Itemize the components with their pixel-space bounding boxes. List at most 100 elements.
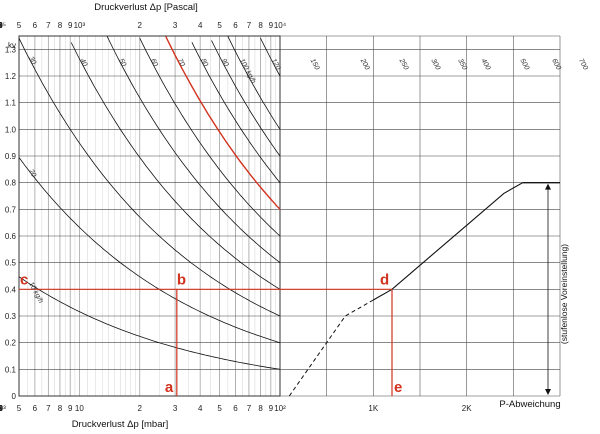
y-tick-label: 1.3 (5, 45, 17, 54)
y-tick-label: 0.4 (5, 285, 17, 294)
bottom-tick-label: 2 (0, 404, 3, 413)
top-tick-label: 7 (46, 21, 51, 30)
top-tick-label: 6 (233, 21, 238, 30)
arrow-head-down-icon (545, 389, 551, 395)
top-tick-label: 2 (0, 21, 3, 30)
top-tick-label: 9 (68, 21, 73, 30)
y-tick-label: 1.0 (5, 125, 17, 134)
flow-curve (227, 36, 281, 130)
flow-curve-label: 250 (397, 57, 409, 72)
top-tick-label: 8 (58, 21, 63, 30)
flow-curves (18, 36, 281, 370)
flow-curve-label: 80 (199, 58, 209, 68)
flow-curve-label: 700 (577, 58, 589, 72)
bottom-tick-label: 3 (0, 404, 3, 413)
bottom-tick-label: 7 (0, 404, 3, 413)
y-tick-label: 0.9 (5, 152, 17, 161)
bottom-tick-label: 5 (0, 404, 3, 413)
highlighted-flow-curve (165, 36, 281, 210)
y-tick-label: 0.8 (5, 179, 17, 188)
flow-curve-label: 300 (429, 58, 441, 72)
example-construction: a b c d e (19, 271, 402, 396)
bottom-tick-label: 3 (173, 404, 178, 413)
bottom-tick-label: 8 (58, 404, 63, 413)
y-tick-label: 0.3 (5, 312, 17, 321)
y-tick-label: 0.5 (5, 259, 17, 268)
bottom-tick-label: 5 (17, 404, 22, 413)
bottom-tick-label: 8 (258, 404, 263, 413)
flow-curve-label: 100 kg/h (238, 58, 257, 85)
top-tick-label: 10⁴ (274, 21, 287, 30)
flow-curve (18, 157, 281, 344)
y-axis-label: kv (8, 41, 16, 50)
y-tick-label: 1.2 (5, 72, 17, 81)
top-tick-label: 9 (0, 21, 3, 30)
bottom-tick-label: 6 (0, 404, 3, 413)
chart-border (18, 35, 281, 397)
top-tick-label: 5 (0, 21, 3, 30)
top-tick-label: 7 (0, 21, 3, 30)
y-tick-label: 1.1 (5, 99, 17, 108)
bottom-axis-title: Druckverlust Δp [mbar] (72, 419, 169, 430)
flow-curve-label: 150 (309, 58, 321, 72)
top-tick-label: 6 (0, 21, 3, 30)
right-axis-title: P-Abweichung (499, 399, 560, 410)
y-tick-label: 0 (12, 392, 17, 401)
flow-curve-label: 400 (480, 58, 492, 72)
flow-curve-label: 600 (550, 58, 562, 72)
marker-d: d (380, 271, 389, 288)
bottom-tick-label: 8 (0, 404, 3, 413)
flow-curve-label: 70 (176, 58, 186, 68)
top-tick-label: 3 (173, 21, 178, 30)
bottom-tick-label: 10² (274, 404, 286, 413)
top-tick-label: 9 (269, 21, 274, 30)
flow-curve (18, 38, 281, 317)
chart-grid (18, 35, 561, 397)
bottom-tick-label: 10³ (0, 404, 6, 413)
flow-curve-label: 60 (149, 58, 159, 68)
top-tick-label: 7 (247, 21, 252, 30)
flow-curve-label: 10 kg/h (27, 281, 44, 305)
deviation-curve-dashed (288, 299, 374, 397)
marker-e: e (394, 379, 402, 396)
top-tick-label: 10⁵ (0, 21, 6, 30)
flow-curve (211, 40, 281, 157)
top-tick-label: 4 (0, 21, 3, 30)
flow-curve-label: 200 (358, 57, 370, 72)
marker-c: c (20, 271, 28, 288)
y-tick-label: 0.2 (5, 339, 17, 348)
flow-curve (191, 42, 281, 183)
top-axis-title: Druckverlust Δp [Pascal] (94, 2, 198, 13)
chart-text: 56789102345678910²2345678910³5678910³234… (0, 21, 589, 413)
flow-curve-label: 40 (78, 58, 88, 68)
y-tick-label: 0.7 (5, 205, 17, 214)
bottom-tick-label: 6 (233, 404, 238, 413)
bottom-tick-label: 5 (217, 404, 222, 413)
flow-curve-label: 350 (456, 58, 468, 72)
right-tick-label: 1K (368, 404, 378, 413)
flow-curve (18, 276, 281, 370)
flow-curve-label: 30 (27, 56, 37, 66)
y-tick-label: 0.1 (5, 365, 17, 374)
flow-curve-label: 20 (27, 167, 37, 178)
y-tick-label: 0.6 (5, 232, 17, 241)
right-tick-label: 2K (462, 404, 472, 413)
bottom-tick-label: 4 (0, 404, 3, 413)
top-tick-label: 5 (217, 21, 222, 30)
bottom-tick-label: 7 (247, 404, 252, 413)
top-tick-label: 5 (17, 21, 22, 30)
bottom-tick-label: 2 (138, 404, 143, 413)
bottom-tick-label: 10 (75, 404, 84, 413)
flow-curve-label: 120 (270, 58, 282, 72)
top-tick-label: 10³ (74, 21, 86, 30)
flow-curve (260, 37, 281, 77)
top-tick-label: 8 (0, 21, 3, 30)
flow-curve-label: 90 (220, 58, 230, 68)
right-vertical-label: (stufenlose Voreinstellung) (559, 244, 569, 344)
flow-curve (70, 42, 281, 290)
bottom-tick-label: 9 (269, 404, 274, 413)
top-tick-label: 8 (258, 21, 263, 30)
marker-a: a (165, 379, 174, 396)
flow-curve (139, 37, 281, 237)
